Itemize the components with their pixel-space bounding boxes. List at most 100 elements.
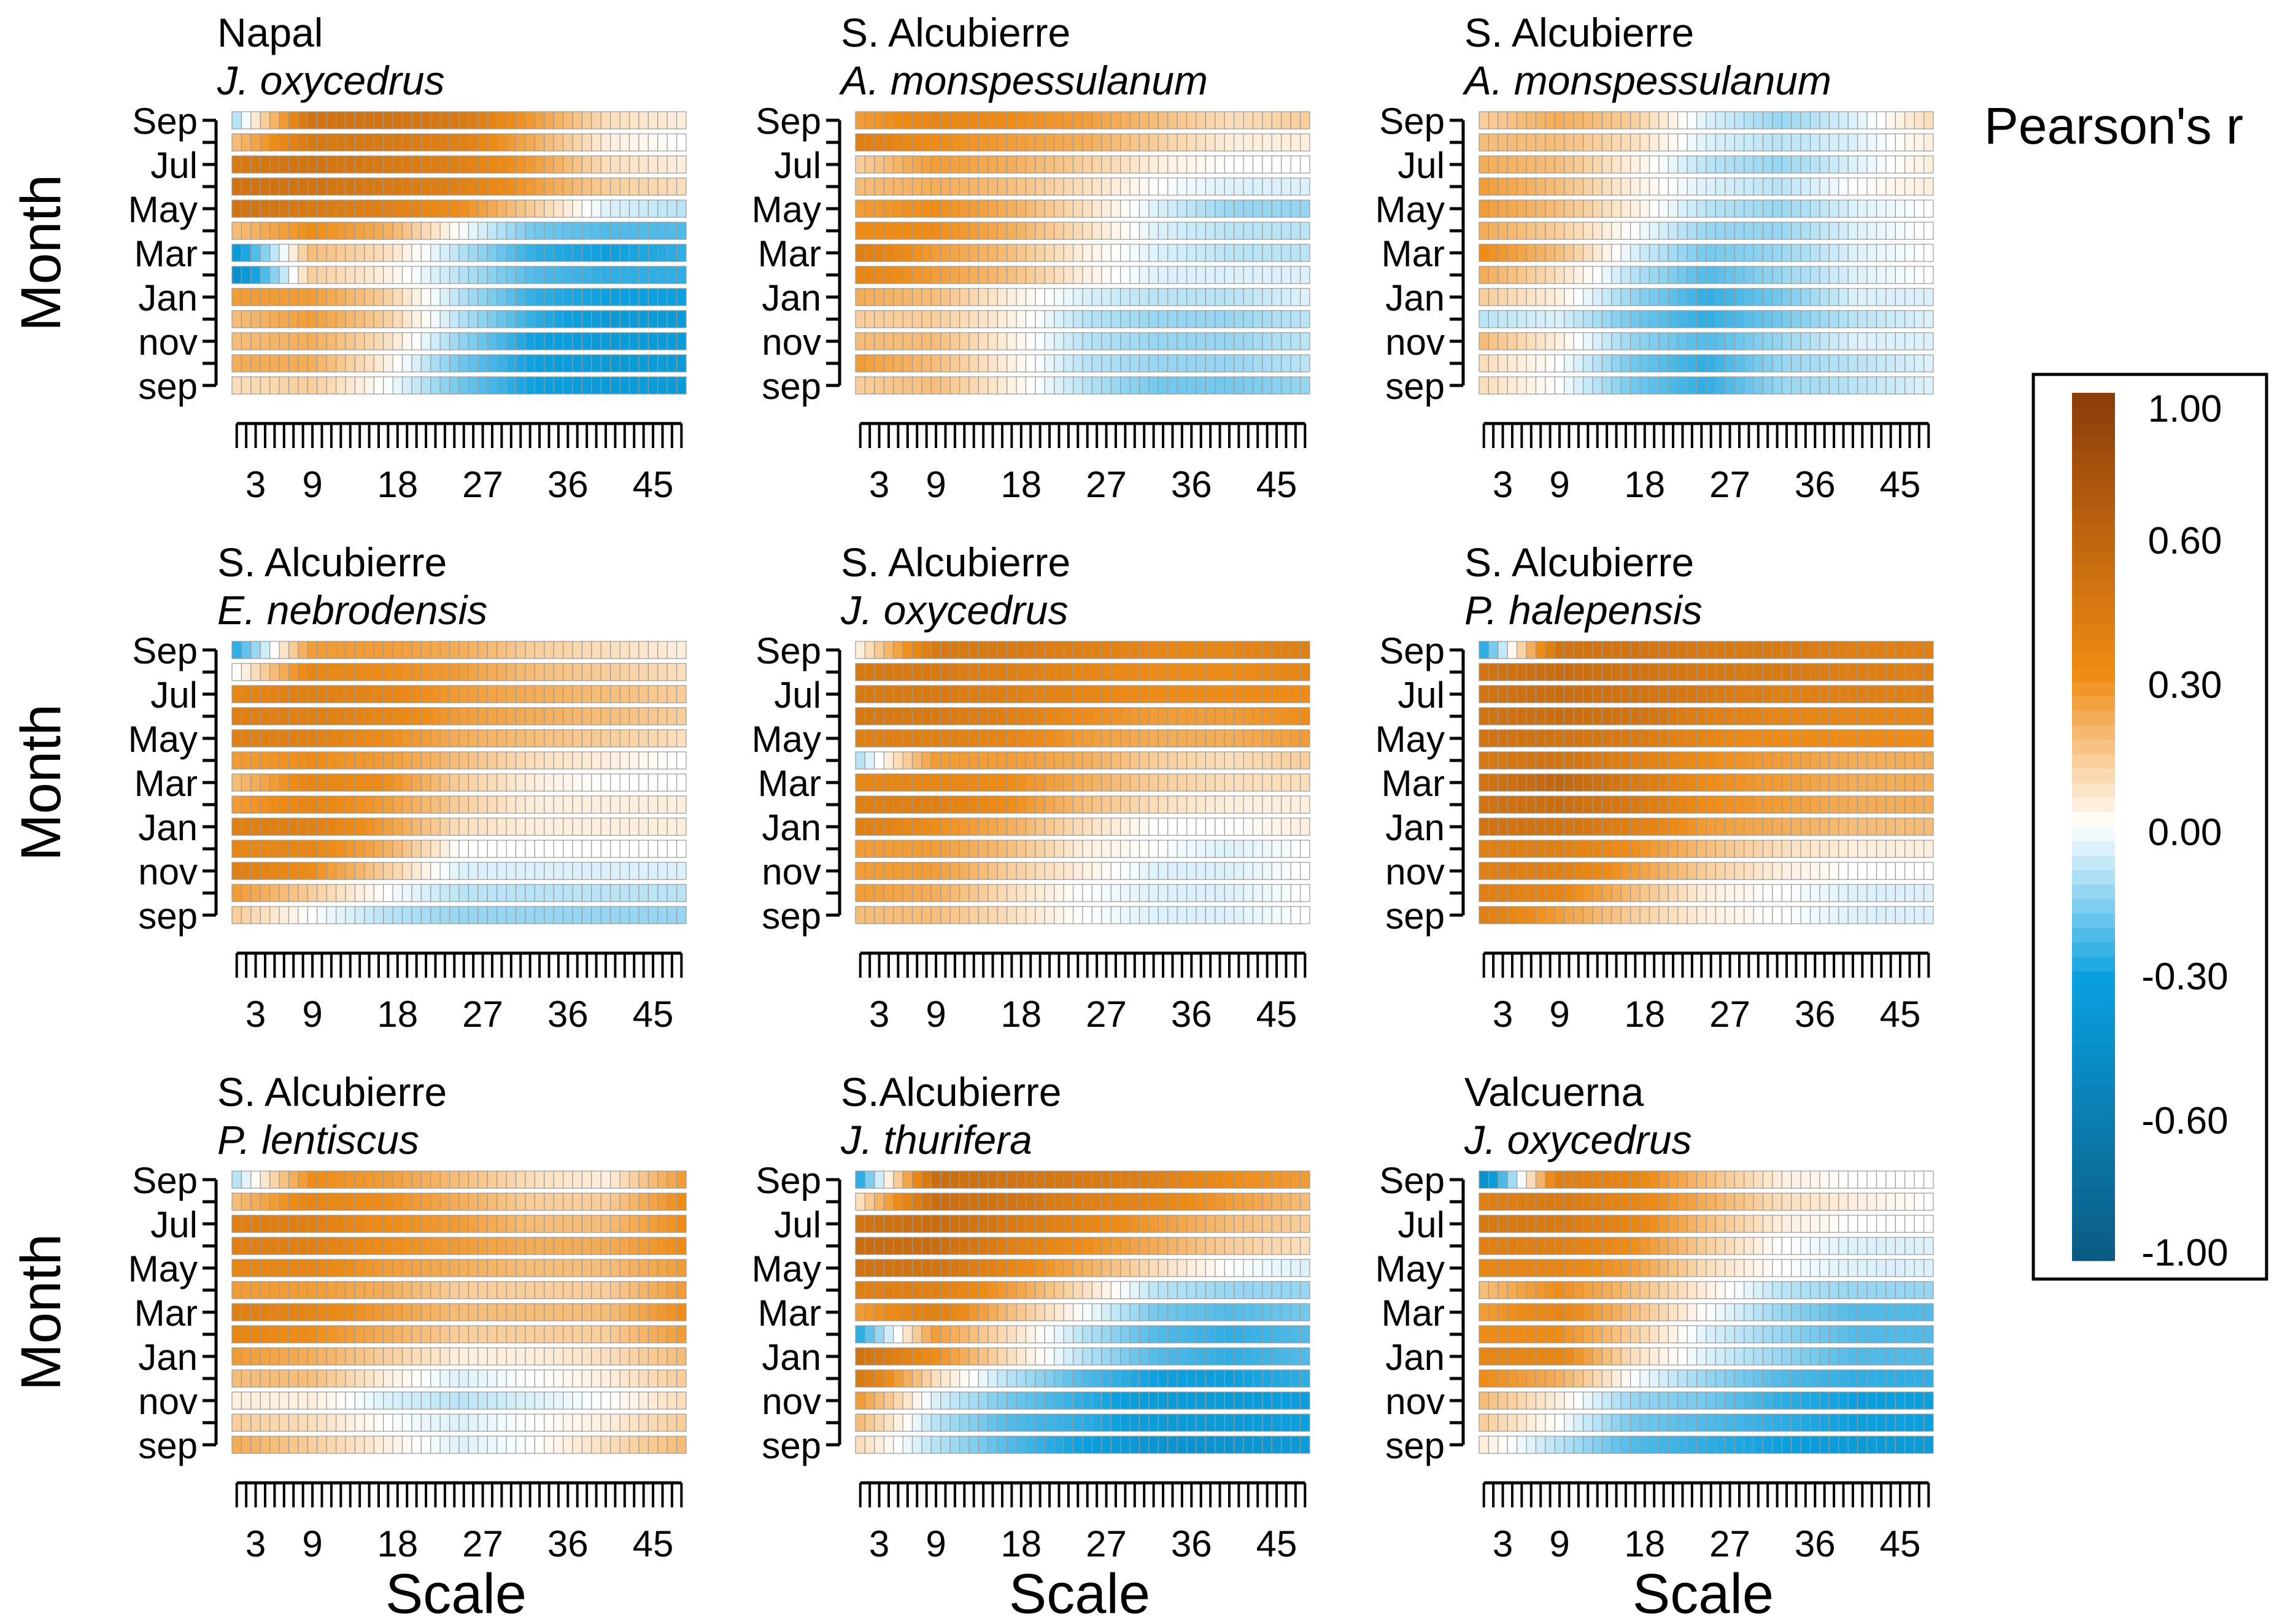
heatmap-cell: [1781, 133, 1792, 152]
heatmap-cell: [600, 773, 611, 792]
heatmap-cell: [911, 884, 922, 902]
heatmap-cell: [1611, 155, 1622, 174]
heatmap-cell: [1072, 244, 1083, 262]
heatmap-cell: [1290, 244, 1301, 262]
heatmap-cell: [1196, 795, 1207, 814]
heatmap-cell: [1696, 906, 1707, 924]
heatmap-cell: [439, 1259, 450, 1277]
heatmap-cell: [1914, 773, 1925, 792]
heatmap-cell: [383, 222, 393, 240]
heatmap-cell: [1668, 751, 1679, 770]
heatmap-cell: [354, 1347, 365, 1366]
heatmap-cell: [506, 1413, 517, 1432]
heatmap-cell: [1016, 111, 1027, 130]
heatmap-cell: [525, 707, 535, 725]
heatmap-cell: [874, 884, 884, 902]
heatmap-cell: [364, 1369, 374, 1388]
heatmap-cell: [1063, 332, 1074, 350]
heatmap-cell: [638, 177, 649, 196]
heatmap-cell: [269, 906, 280, 924]
heatmap-cell: [497, 199, 507, 218]
heatmap-cell: [515, 685, 526, 703]
heatmap-cell: [657, 641, 668, 659]
heatmap-cell: [1262, 155, 1272, 174]
heatmap-cell: [411, 332, 422, 350]
heatmap-cell: [1582, 222, 1593, 240]
heatmap-cell: [1281, 884, 1291, 902]
heatmap-cell: [1809, 177, 1820, 196]
heatmap-cell: [562, 884, 573, 902]
heatmap-cell: [883, 354, 894, 373]
heatmap-cell: [1725, 155, 1735, 174]
heatmap-cell: [930, 795, 941, 814]
heatmap-cell: [930, 707, 941, 725]
heatmap-cell: [1271, 155, 1282, 174]
heatmap-cell: [1025, 244, 1036, 262]
heatmap-cell: [1819, 663, 1830, 681]
heatmap-cell: [497, 641, 507, 659]
heatmap-cell: [335, 729, 346, 748]
heatmap-cell: [855, 1170, 866, 1189]
heatmap-cell: [1138, 795, 1150, 814]
heatmap-cell: [1507, 288, 1518, 306]
heatmap-cell: [572, 1215, 583, 1233]
heatmap-cell: [959, 376, 970, 395]
heatmap-cell: [657, 906, 668, 924]
heatmap-cell: [581, 1303, 592, 1321]
heatmap-cell: [1582, 906, 1593, 924]
heatmap-cell: [619, 906, 630, 924]
heatmap-cell: [628, 729, 640, 748]
heatmap-cell: [1838, 354, 1849, 373]
heatmap-cell: [1044, 288, 1055, 306]
heatmap-cell: [902, 862, 913, 880]
heatmap-cell: [1677, 177, 1688, 196]
heatmap-cell: [1110, 376, 1121, 395]
heatmap-cell: [1290, 354, 1301, 373]
heatmap-cell: [628, 641, 640, 659]
heatmap-cell: [1744, 795, 1754, 814]
heatmap-cell: [949, 288, 961, 306]
heatmap-cell: [288, 685, 299, 703]
heatmap-cell: [544, 155, 554, 174]
heatmap-cell: [411, 1436, 422, 1454]
heatmap-cell: [1601, 685, 1612, 703]
heatmap-cell: [1838, 707, 1849, 725]
heatmap-cell: [1744, 707, 1754, 725]
heatmap-cell: [657, 773, 668, 792]
heatmap-cell: [260, 222, 271, 240]
heatmap-cell: [279, 1436, 290, 1454]
heatmap-cell: [893, 310, 903, 328]
heatmap-cell: [572, 1237, 583, 1255]
heatmap-cell: [534, 376, 545, 395]
heatmap-cell: [638, 884, 649, 902]
heatmap-cell: [430, 222, 441, 240]
heatmap-cell: [1101, 773, 1111, 792]
heatmap-cell: [430, 795, 441, 814]
heatmap-cell: [657, 884, 668, 902]
heatmap-cell: [638, 751, 649, 770]
heatmap-cell: [1243, 111, 1254, 130]
heatmap-cell: [572, 354, 583, 373]
heatmap-cell: [326, 773, 337, 792]
heatmap-cell: [420, 1193, 431, 1211]
heatmap-cell: [420, 729, 431, 748]
heatmap-cell: [1687, 222, 1698, 240]
heatmap-cell: [1063, 862, 1074, 880]
heatmap-cell: [1526, 155, 1537, 174]
heatmap-cell: [1091, 840, 1102, 858]
heatmap-cell: [1573, 663, 1584, 681]
heatmap-cell: [1158, 818, 1169, 836]
heatmap-cell: [392, 641, 403, 659]
heatmap-cell: [1205, 376, 1216, 395]
heatmap-cell: [1573, 818, 1584, 836]
heatmap-cell: [449, 729, 460, 748]
heatmap-cell: [619, 840, 630, 858]
heatmap-cell: [1715, 244, 1726, 262]
heatmap-cell: [364, 310, 374, 328]
heatmap-cell: [354, 133, 365, 152]
heatmap-cell: [1186, 818, 1197, 836]
heatmap-cell: [667, 155, 678, 174]
heatmap-cell: [930, 906, 941, 924]
heatmap-cell: [855, 310, 866, 328]
heatmap-cell: [968, 155, 980, 174]
